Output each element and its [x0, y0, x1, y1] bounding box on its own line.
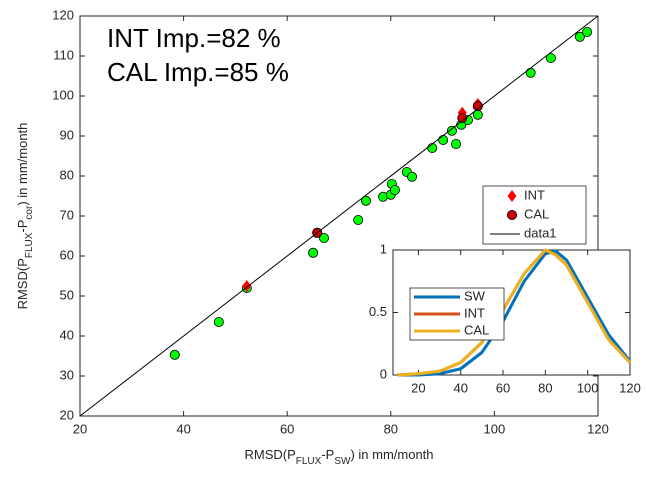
x-axis-label-part: FLUX — [296, 456, 322, 467]
identity-line — [79, 15, 599, 417]
y-tick-label: 80 — [60, 167, 74, 182]
y-tick-label: 50 — [60, 287, 74, 302]
legend-swatch — [507, 190, 517, 202]
x-tick-label: 120 — [619, 380, 641, 395]
y-axis-label-part: ) in mm/month — [15, 123, 30, 206]
y-tick-label: 60 — [60, 247, 74, 262]
point — [525, 67, 536, 78]
legend-label: CAL — [524, 206, 549, 221]
inset-legend-label: INT — [464, 305, 485, 320]
y-axis-label-part: cor — [24, 205, 35, 220]
point — [545, 53, 556, 64]
y-tick-label: 1 — [380, 241, 387, 256]
x-tick-label: 100 — [484, 421, 506, 436]
x-tick-label: 120 — [587, 421, 609, 436]
x-tick-label: 40 — [176, 421, 190, 436]
point — [318, 232, 329, 243]
point — [353, 214, 364, 225]
annotation: CAL Imp.=85 % — [107, 57, 289, 87]
point — [438, 134, 449, 145]
y-tick-label: 100 — [52, 87, 74, 102]
y-tick-label: 70 — [60, 207, 74, 222]
x-tick-label: 100 — [577, 380, 599, 395]
point — [427, 142, 438, 153]
x-axis-label-part: ) in mm/month — [350, 447, 433, 462]
y-tick-label: 90 — [60, 127, 74, 142]
x-axis-label: RMSD(PFLUX-PSW) in mm/month — [244, 447, 433, 467]
x-tick-label: 20 — [73, 421, 87, 436]
x-axis-label-part: -P — [321, 447, 334, 462]
point — [389, 184, 400, 195]
point — [451, 138, 462, 149]
y-tick-label: 0.5 — [369, 304, 387, 319]
x-tick-label: 40 — [453, 380, 467, 395]
legend-swatch — [506, 209, 517, 220]
legend-label: data1 — [524, 225, 557, 240]
x-tick-label: 80 — [384, 421, 398, 436]
point — [457, 113, 468, 124]
y-tick-label: 0 — [380, 366, 387, 381]
y-axis-label: RMSD(PFLUX-Pcor) in mm/month — [15, 123, 35, 310]
inset-legend-label: CAL — [464, 322, 489, 337]
x-tick-label: 80 — [538, 380, 552, 395]
point — [574, 31, 585, 42]
annotation: INT Imp.=82 % — [107, 23, 281, 53]
x-axis-label-part: RMSD(P — [244, 447, 295, 462]
curve — [397, 249, 632, 377]
curve — [397, 248, 632, 377]
y-tick-label: 20 — [60, 407, 74, 422]
point — [308, 247, 319, 258]
point — [446, 125, 457, 136]
inset-legend-label: SW — [464, 288, 486, 303]
point — [213, 316, 224, 327]
legend-label: INT — [524, 187, 545, 202]
x-tick-label: 20 — [411, 380, 425, 395]
y-axis-label-part: -P — [15, 220, 30, 233]
point — [472, 101, 483, 112]
y-axis-label-part: RMSD(P — [15, 258, 30, 309]
x-axis-label-part: SW — [334, 456, 351, 467]
y-axis-label-part: FLUX — [24, 232, 35, 258]
y-tick-label: 120 — [52, 7, 74, 22]
point — [169, 349, 180, 360]
legend: INT CAL data1 — [482, 185, 587, 245]
y-tick-label: 40 — [60, 327, 74, 342]
point — [360, 195, 371, 206]
y-tick-label: 30 — [60, 367, 74, 382]
x-tick-label: 60 — [280, 421, 294, 436]
point — [582, 26, 593, 37]
y-tick-label: 110 — [53, 47, 74, 62]
x-tick-label: 60 — [496, 380, 510, 395]
point — [407, 171, 418, 182]
